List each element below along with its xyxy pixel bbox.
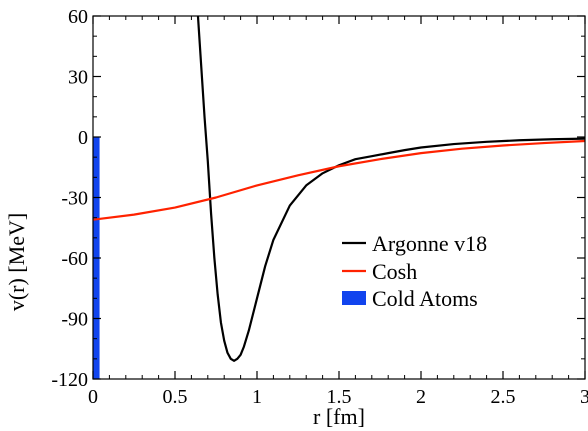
tick-labels: 0 0.5 1 1.5 2 2.5 3 -120 -90 -60 -30 0 30 60 — [51, 6, 588, 408]
x-tick-label: 1.5 — [327, 386, 352, 408]
tick-marks — [92, 15, 586, 380]
legend-label-argonne-v18: Argonne v18 — [372, 231, 487, 256]
y-tick-label: 30 — [68, 67, 88, 89]
y-tick-label: -30 — [61, 188, 88, 210]
legend-swatch-cold-atoms — [342, 291, 366, 305]
x-tick-label: 2.5 — [491, 386, 516, 408]
plot-area — [93, 16, 585, 379]
x-tick-label: 0.5 — [163, 386, 188, 408]
x-axis-title: r [fm] — [313, 404, 365, 429]
series-line-cosh — [93, 139, 585, 221]
y-tick-label: 60 — [68, 6, 88, 28]
y-tick-label: -120 — [51, 369, 88, 391]
legend-label-cold-atoms: Cold Atoms — [372, 286, 478, 311]
x-tick-label: 1 — [252, 386, 262, 408]
plot-border — [92, 15, 586, 380]
x-tick-label: 2 — [416, 386, 426, 408]
y-tick-label: -60 — [61, 248, 88, 270]
plot-frame — [92, 15, 586, 380]
x-tick-label: 0 — [88, 386, 98, 408]
y-tick-label: -90 — [61, 309, 88, 331]
legend-label-cosh: Cosh — [372, 259, 417, 284]
chart-marks — [93, 16, 585, 379]
series-line-argonne-v18 — [196, 16, 585, 362]
y-axis-title: v(r) [MeV] — [4, 213, 29, 311]
x-tick-label: 3 — [580, 386, 588, 408]
legend: Argonne v18 Cosh Cold Atoms — [342, 231, 487, 311]
y-tick-label: 0 — [78, 127, 88, 149]
